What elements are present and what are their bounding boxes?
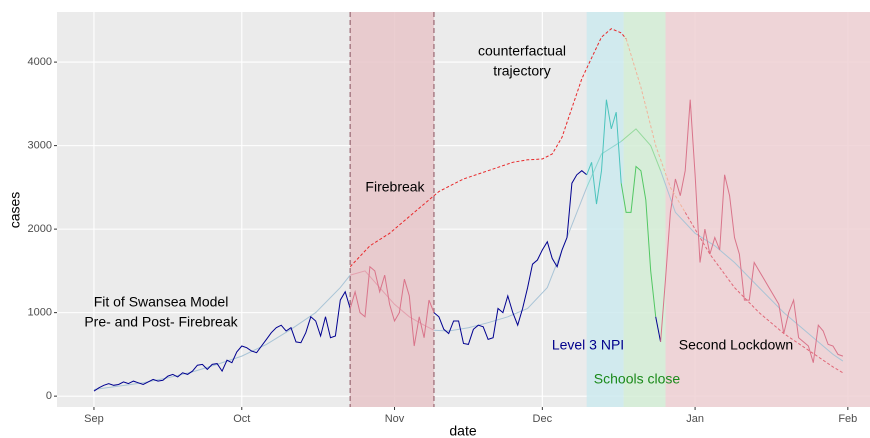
series-line: [586, 99, 622, 205]
series-line: [620, 165, 657, 317]
series-line: [349, 28, 627, 268]
y-tick-label: 1000: [28, 307, 52, 319]
annotation: Pre- and Post- Firebreak: [84, 314, 238, 330]
annotation: Schools close: [594, 371, 681, 387]
x-axis-title: date: [449, 423, 476, 438]
x-tick-label: Dec: [533, 413, 553, 425]
annotation: Firebreak: [365, 179, 425, 195]
y-tick-label: 2000: [28, 223, 52, 235]
series-line: [660, 170, 844, 362]
shaded-region: [586, 12, 624, 407]
series-line: [655, 316, 662, 342]
annotation: counterfactual: [478, 43, 566, 59]
x-tick-label: Sep: [84, 413, 104, 425]
y-tick-label: 0: [46, 390, 52, 402]
series-line: [660, 99, 844, 363]
y-tick-label: 3000: [28, 140, 52, 152]
series-line: [625, 38, 686, 213]
series-line: [684, 212, 844, 374]
annotation: Fit of Swansea Model: [94, 294, 229, 310]
y-tick-label: 4000: [28, 56, 52, 68]
labels: counterfactual trajectory Firebreak Fit of …: [84, 43, 793, 387]
x-tick-label: Nov: [385, 413, 405, 425]
x-tick-label: Jan: [686, 413, 704, 425]
shaded-region: [665, 12, 870, 407]
series-line: [620, 128, 662, 171]
shaded-region: [623, 12, 666, 407]
series-line: [586, 140, 622, 188]
x-tick-label: Feb: [838, 413, 857, 425]
shaded-region: [350, 12, 434, 407]
y-axis-title: cases: [7, 192, 23, 229]
annotation: Level 3 NPI: [552, 337, 624, 353]
annotation: Second Lockdown: [679, 337, 793, 353]
x-tick-label: Oct: [233, 413, 250, 425]
series-line: [433, 170, 588, 345]
series-line: [349, 265, 435, 347]
series-line: [350, 270, 435, 331]
annotation: trajectory: [493, 63, 551, 79]
lines: [93, 28, 844, 392]
regions: [349, 12, 870, 407]
series-line: [93, 290, 351, 392]
